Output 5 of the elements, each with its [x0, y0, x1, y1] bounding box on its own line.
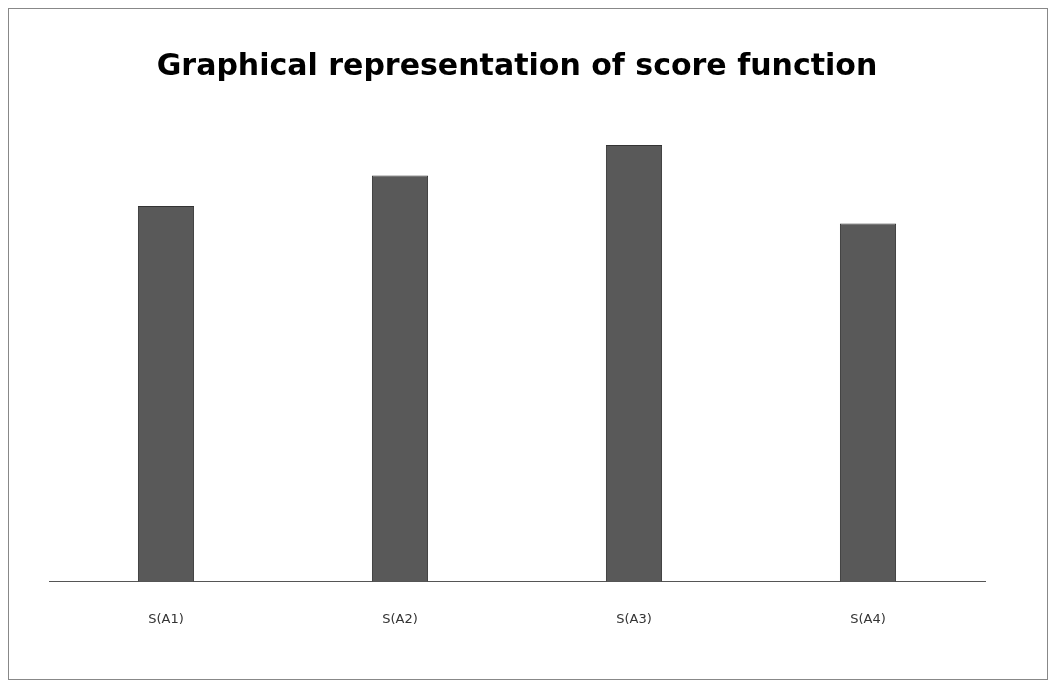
x-tick-label: S(A4) — [850, 610, 886, 626]
chart-title: Graphical representation of score function — [156, 46, 878, 82]
x-tick-label: S(A3) — [616, 610, 652, 626]
x-tick-label: S(A1) — [148, 610, 184, 626]
x-tick-label: S(A2) — [382, 610, 418, 626]
